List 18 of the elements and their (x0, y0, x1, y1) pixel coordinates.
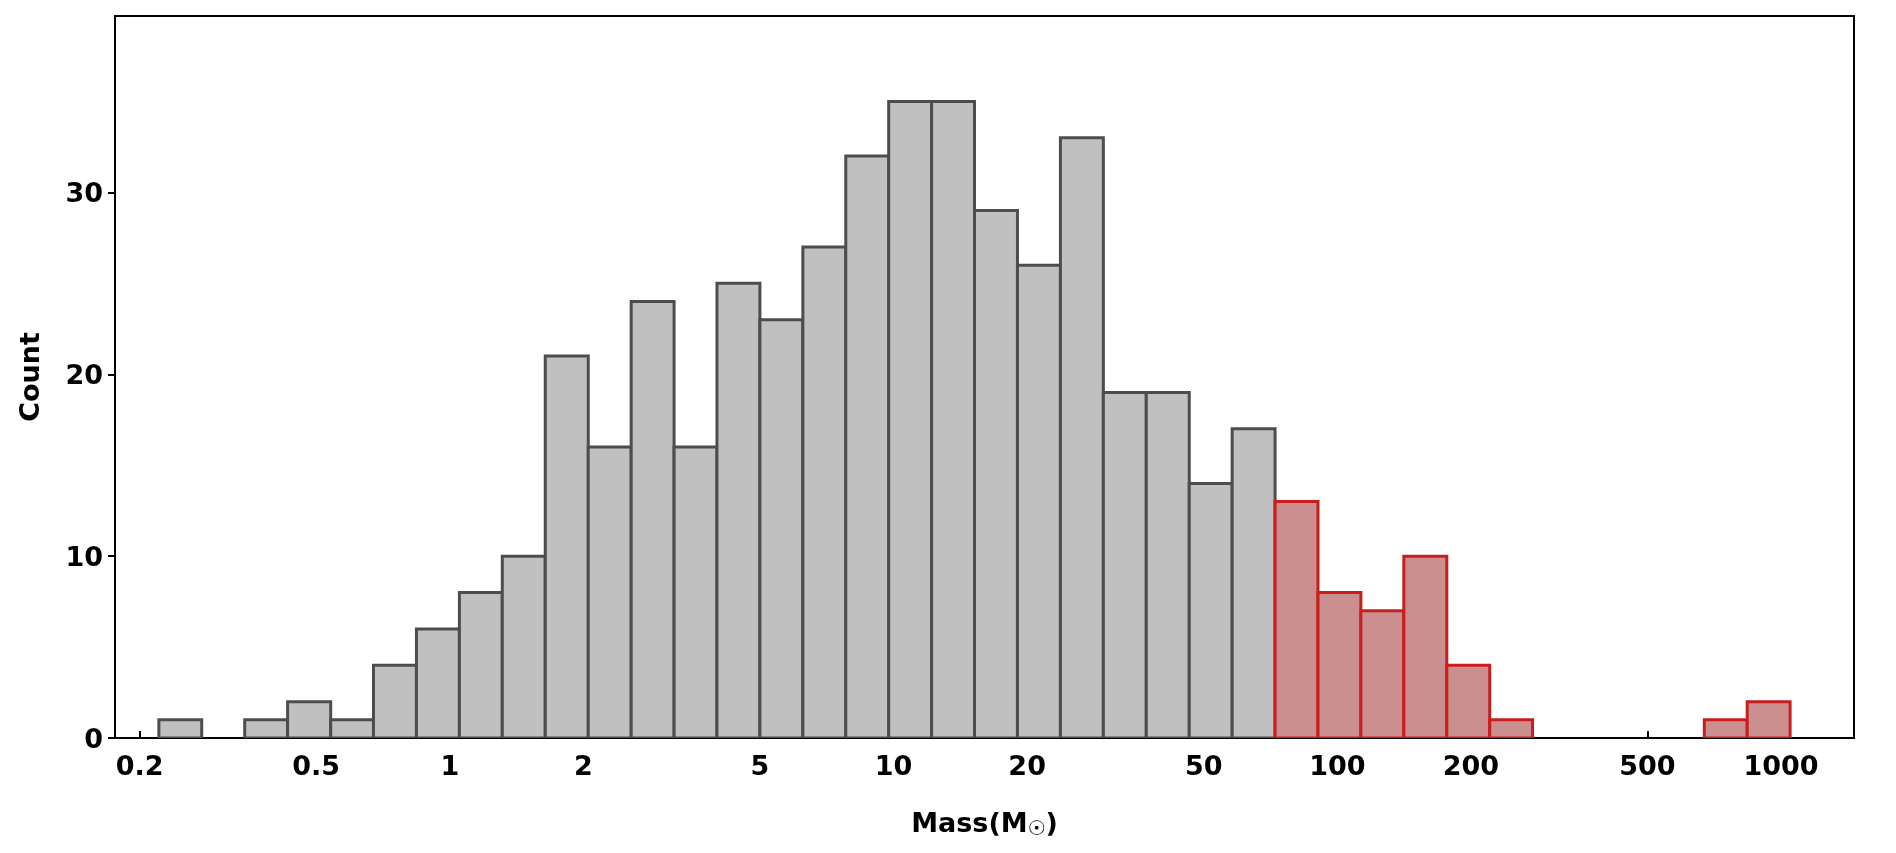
x-tick-label: 1 (440, 750, 460, 781)
y-tick-label: 30 (65, 176, 103, 208)
x-tick-label: 2 (573, 750, 593, 781)
x-tick-label: 0.5 (292, 750, 341, 781)
x-tick-label: 0.2 (115, 750, 164, 781)
y-tick-label: 10 (65, 540, 103, 572)
y-tick-label: 0 (84, 722, 103, 754)
x-tick-label: 100 (1309, 750, 1366, 781)
x-tick-label: 10 (874, 750, 913, 781)
x-tick-label: 200 (1442, 750, 1500, 781)
x-tick-label: 5 (750, 750, 770, 781)
y-axis-title: Count (14, 332, 45, 422)
x-tick-label: 50 (1184, 750, 1223, 781)
x-tick-label: 500 (1619, 750, 1676, 781)
x-tick-label: 1000 (1743, 750, 1819, 781)
y-tick-label: 20 (65, 358, 103, 390)
x-axis-title: Mass(M☉) (911, 806, 1058, 840)
x-tick-label: 20 (1008, 750, 1046, 781)
